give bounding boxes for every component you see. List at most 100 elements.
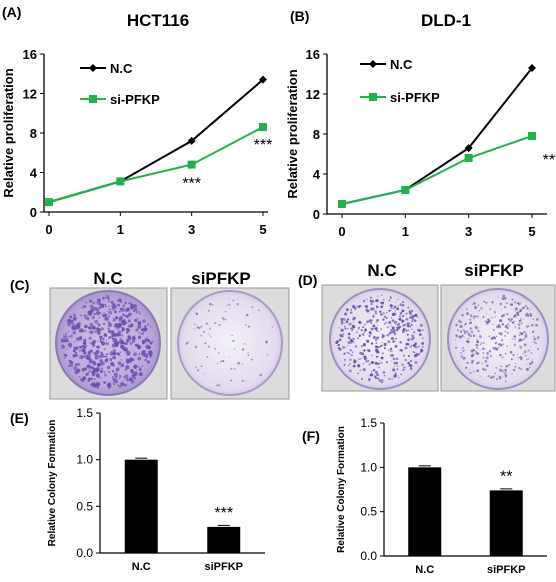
colony-dot	[112, 377, 116, 381]
chart-e-y-tick-label: 1.0	[76, 453, 93, 467]
colony-dot	[505, 352, 507, 355]
chart-b-y-tick-label: 12	[306, 87, 320, 102]
colony-dot	[460, 355, 464, 358]
colony-dot	[144, 325, 147, 328]
colony-dot	[93, 352, 96, 355]
colony-dot	[510, 358, 513, 361]
colony-dot	[100, 361, 105, 366]
colony-dot	[99, 338, 102, 341]
colony-dot	[375, 321, 378, 324]
colony-dot	[233, 348, 236, 350]
colony-dot	[361, 333, 363, 335]
colony-dot	[390, 325, 392, 327]
colony-dot	[517, 353, 519, 356]
chart-a-y-tick-label: 4	[30, 166, 38, 181]
colony-dot	[108, 323, 112, 327]
colony-dot	[390, 329, 392, 331]
colony-dot	[504, 373, 508, 377]
colony-dot	[401, 309, 405, 313]
colony-dot	[382, 371, 386, 374]
colony-dot	[454, 346, 458, 350]
colony-dot	[476, 362, 479, 365]
colony-dot	[469, 321, 472, 324]
colony-dot	[96, 345, 100, 349]
colony-dot	[345, 320, 349, 324]
colony-dot	[214, 321, 217, 325]
colony-dot	[89, 322, 94, 327]
colony-dot	[118, 317, 122, 321]
colony-dot	[387, 349, 390, 351]
colony-dot	[401, 315, 404, 318]
colony-dot	[105, 305, 107, 308]
colony-dot	[90, 304, 93, 307]
colony-dot	[394, 374, 397, 378]
colony-dot	[466, 340, 470, 344]
colony-dot	[500, 334, 503, 336]
colony-dot	[473, 348, 475, 351]
colony-dot	[419, 323, 423, 327]
colony-dot	[498, 375, 502, 379]
colony-dot	[106, 365, 111, 370]
colony-dot	[64, 338, 69, 343]
colony-dot	[504, 380, 507, 383]
chart-b-series-nc-line	[341, 67, 533, 205]
panel-label-e: (E)	[10, 410, 29, 426]
colony-panel-c: N.C siPFKP	[49, 269, 290, 400]
chart-f-y-tick-label: 0.0	[360, 549, 377, 563]
colony-dot	[523, 330, 526, 334]
colony-dot	[70, 361, 74, 365]
colony-dot	[112, 355, 116, 360]
chart-e-bar-sipfkp	[207, 526, 241, 553]
colony-dot	[133, 376, 137, 380]
colony-dot	[524, 336, 527, 339]
colony-dot	[501, 297, 505, 301]
colony-dot	[125, 377, 129, 380]
colony-dot	[475, 328, 477, 330]
colony-dot	[245, 380, 247, 382]
colony-dot	[357, 305, 361, 308]
colony-dot	[351, 329, 353, 332]
colony-dot	[362, 363, 365, 365]
colony-dot	[421, 345, 424, 348]
chart-b-legend-label: N.C	[390, 57, 413, 72]
chart-a-series-sipfkp-line	[48, 126, 264, 204]
colony-dot	[502, 343, 504, 345]
chart-b-dld1: DLD-1 Relative proliferation 0 4 8 12 16 0 1 3 5 N.…	[285, 11, 556, 239]
colony-dot	[529, 366, 531, 368]
colony-dot	[391, 307, 393, 310]
colony-dot	[411, 334, 415, 338]
colony-dot	[524, 304, 528, 308]
colony-dot	[117, 303, 121, 307]
colony-dot	[408, 322, 411, 325]
colony-dot	[74, 341, 76, 343]
colony-dot	[523, 338, 526, 341]
colony-dot	[475, 343, 478, 347]
colony-dot	[138, 312, 141, 315]
colony-dot	[482, 316, 485, 318]
colony-dot	[93, 383, 98, 388]
colony-dot	[355, 331, 358, 334]
colony-dot	[360, 328, 363, 332]
colony-dot	[473, 371, 475, 373]
colony-dot	[94, 327, 98, 330]
colony-dot	[476, 369, 480, 373]
colony-dot	[210, 335, 212, 337]
colony-dot	[194, 323, 196, 326]
colony-dot	[247, 354, 250, 356]
colony-dot	[370, 307, 373, 310]
colony-dot	[361, 377, 363, 380]
colony-dot	[72, 316, 77, 321]
colony-dot	[481, 362, 484, 365]
colony-dot	[66, 348, 69, 350]
colony-dot	[97, 383, 100, 387]
colony-dot	[141, 352, 146, 357]
colony-dot	[108, 310, 113, 315]
colony-dot	[462, 346, 465, 349]
colony-dot	[145, 344, 150, 349]
colony-dot	[60, 338, 65, 343]
colony-dot	[409, 316, 412, 319]
colony-dot	[380, 294, 383, 297]
colony-dot	[108, 308, 111, 311]
colony-dot	[127, 324, 131, 328]
colony-dot	[532, 330, 535, 333]
